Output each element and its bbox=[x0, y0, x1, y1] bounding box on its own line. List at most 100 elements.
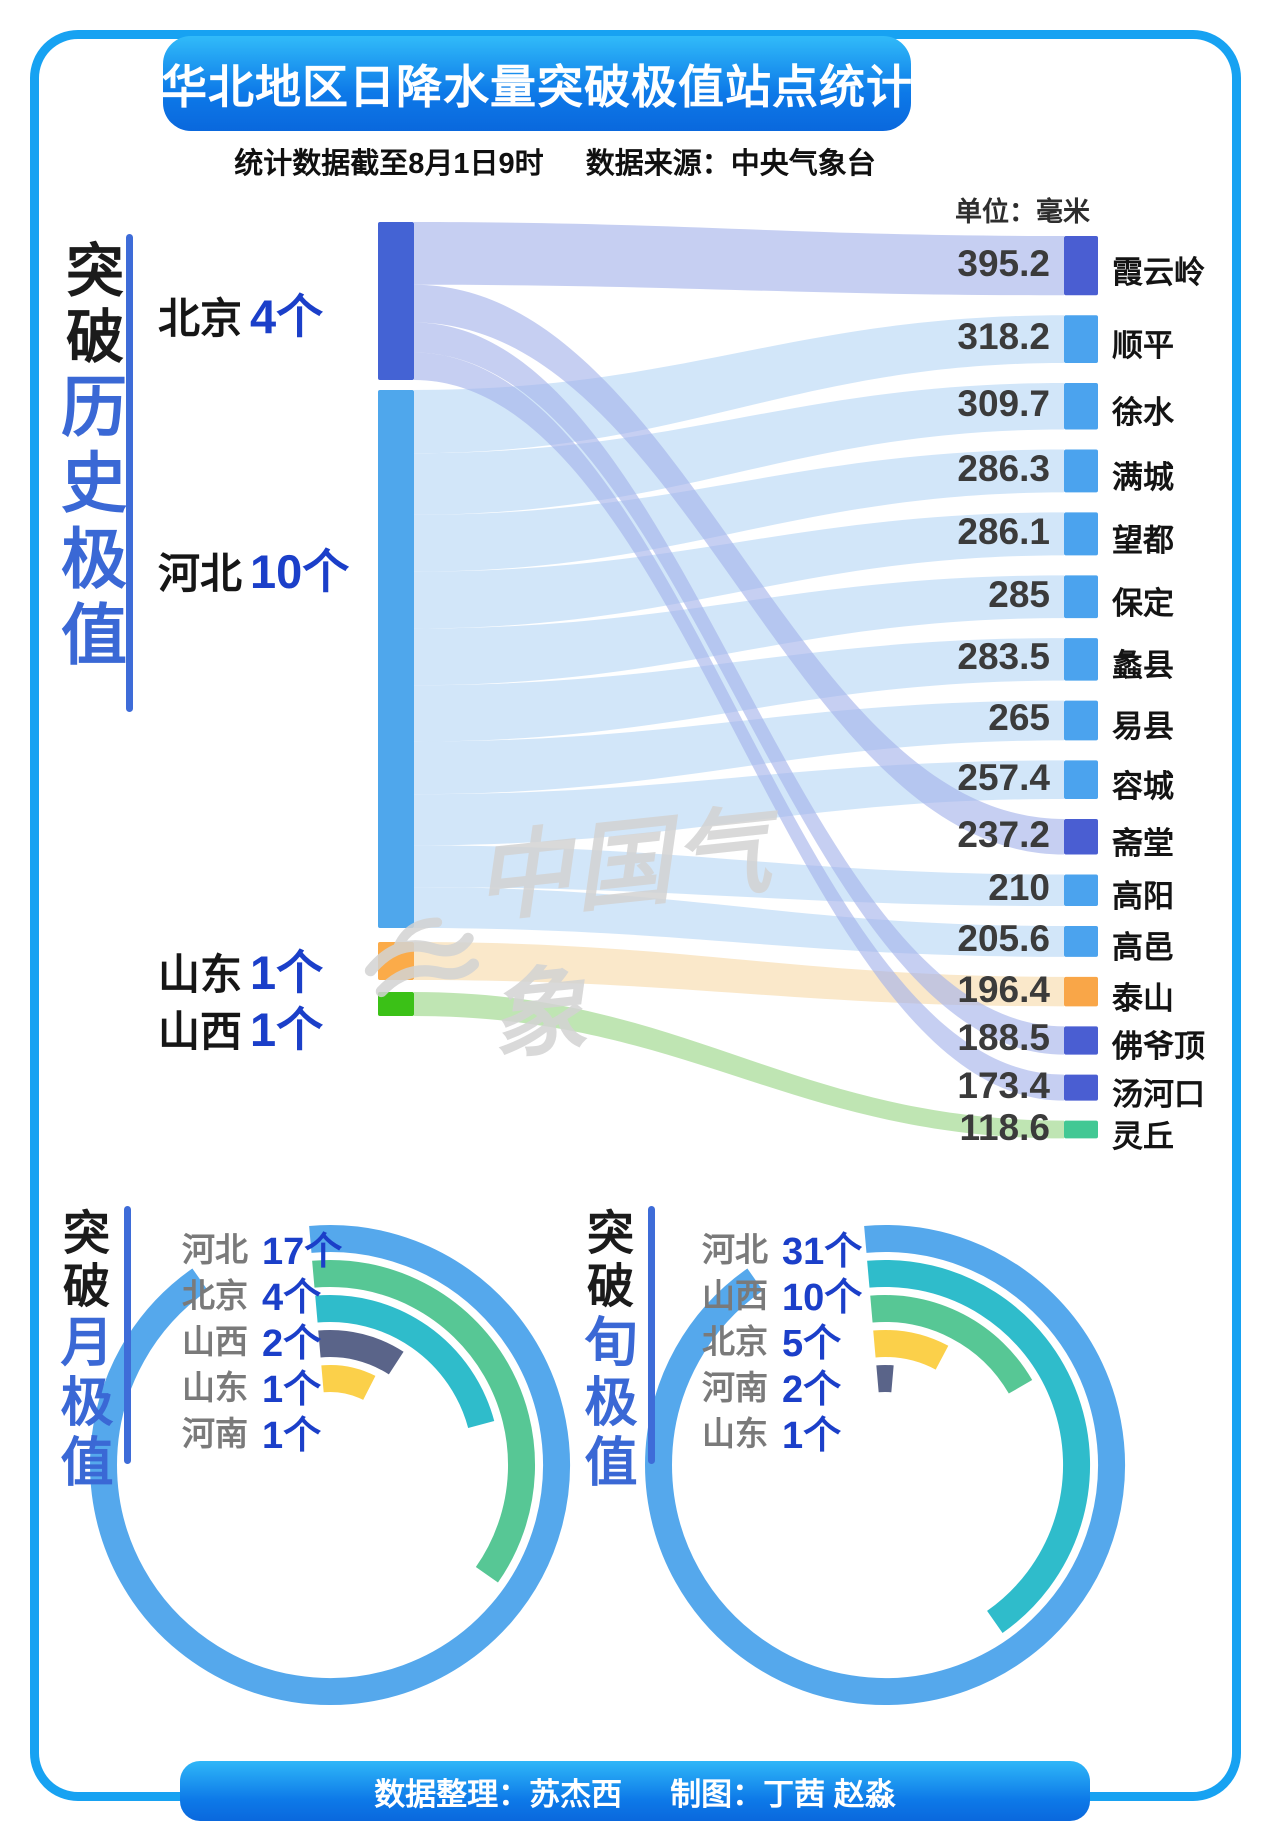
legend-count: 1个 bbox=[262, 1368, 322, 1411]
legend-row-山西: 山西 10个 bbox=[702, 1270, 862, 1319]
credit-data: 数据整理：苏杰西 bbox=[374, 1776, 623, 1812]
legend-count: 5个 bbox=[782, 1322, 842, 1365]
station-name: 灵丘 bbox=[1112, 1118, 1174, 1154]
station-node-高阳 bbox=[1064, 874, 1098, 907]
legend-count: 10个 bbox=[782, 1276, 863, 1319]
station-node-灵丘 bbox=[1064, 1120, 1098, 1139]
ring-河北 bbox=[90, 1225, 570, 1706]
legend-province: 河南 bbox=[702, 1369, 768, 1406]
station-name: 霞云岭 bbox=[1112, 254, 1205, 290]
source-label-河北: 河北 10个 bbox=[158, 533, 349, 602]
source-count: 4个 bbox=[250, 290, 324, 343]
legend-row-山西: 山西 2个 bbox=[182, 1316, 342, 1365]
station-name: 泰山 bbox=[1112, 980, 1174, 1016]
station-value: 283.5 bbox=[957, 636, 1050, 678]
station-value: 205.6 bbox=[957, 918, 1050, 960]
source-label-北京: 北京 4个 bbox=[158, 278, 323, 347]
watermark: 中国气象 bbox=[340, 796, 840, 1073]
station-node-蠡县 bbox=[1064, 638, 1098, 681]
source-label-山东: 山东 1个 bbox=[158, 934, 323, 1003]
flow-北京-汤河口 bbox=[414, 352, 1064, 1101]
tenday-title-prefix: 突破 bbox=[580, 1208, 633, 1314]
source-province: 山西 bbox=[158, 1008, 243, 1055]
flow-河北-易县 bbox=[414, 700, 1064, 795]
legend-row-山东: 山东 1个 bbox=[182, 1362, 342, 1411]
watermark-text: 中国气象 bbox=[469, 796, 780, 1073]
flow-北京-佛爷顶 bbox=[414, 322, 1064, 1055]
tenday-title-emphasis: 旬极值 bbox=[577, 1314, 636, 1494]
section-title-emphasis: 历史极值 bbox=[52, 372, 126, 676]
station-node-易县 bbox=[1064, 700, 1098, 741]
station-node-汤河口 bbox=[1064, 1074, 1098, 1101]
tenday-legend: 河北 31个 山西 10个 北京 5个 河南 2个 山东 1个 bbox=[702, 1224, 862, 1457]
flow-山西-灵丘 bbox=[414, 992, 1064, 1139]
station-name: 易县 bbox=[1112, 709, 1174, 745]
legend-count: 1个 bbox=[262, 1414, 322, 1457]
legend-row-河南: 河南 2个 bbox=[702, 1362, 862, 1411]
legend-count: 4个 bbox=[262, 1276, 322, 1319]
station-value: 285 bbox=[988, 573, 1050, 615]
legend-row-山东: 山东 1个 bbox=[702, 1408, 862, 1457]
section-divider-historical bbox=[126, 234, 133, 712]
footer-banner: 数据整理：苏杰西 制图：丁茜 赵淼 bbox=[180, 1761, 1090, 1821]
station-node-望都 bbox=[1064, 512, 1098, 556]
subtitle: 统计数据截至8月1日9时 数据来源：中央气象台 bbox=[140, 140, 970, 182]
legend-row-北京: 北京 4个 bbox=[182, 1270, 342, 1319]
monthly-title-emphasis: 月极值 bbox=[53, 1314, 112, 1494]
legend-province: 北京 bbox=[702, 1323, 768, 1360]
source-count: 1个 bbox=[250, 1003, 324, 1056]
station-value: 265 bbox=[988, 697, 1050, 739]
monthly-radial-chart bbox=[90, 1225, 570, 1706]
station-name: 徐水 bbox=[1112, 395, 1174, 431]
tenday-radial-chart bbox=[645, 1225, 1125, 1706]
station-value: 318.2 bbox=[957, 316, 1050, 358]
station-node-满城 bbox=[1064, 449, 1098, 493]
legend-count: 2个 bbox=[782, 1368, 842, 1411]
section-title-tenday: 突破旬极值 bbox=[577, 1208, 636, 1494]
station-name: 容城 bbox=[1112, 768, 1174, 804]
source-province: 北京 bbox=[158, 295, 243, 342]
station-value: 237.2 bbox=[957, 813, 1050, 855]
title-banner: 华北地区日降水量突破极值站点统计 bbox=[161, 36, 913, 131]
legend-province: 河北 bbox=[182, 1231, 248, 1268]
station-name: 汤河口 bbox=[1112, 1076, 1205, 1112]
legend-province: 河南 bbox=[182, 1415, 248, 1452]
flow-北京-霞云岭 bbox=[414, 222, 1064, 296]
flow-河北-徐水 bbox=[414, 383, 1064, 515]
station-node-霞云岭 bbox=[1064, 236, 1098, 296]
source-count: 10个 bbox=[250, 545, 350, 598]
station-node-保定 bbox=[1064, 575, 1098, 619]
legend-province: 山西 bbox=[702, 1277, 768, 1314]
subtitle-source: 数据来源：中央气象台 bbox=[585, 148, 876, 180]
station-value: 257.4 bbox=[957, 756, 1050, 798]
station-value: 188.5 bbox=[957, 1017, 1050, 1059]
legend-row-河北: 河北 17个 bbox=[182, 1224, 342, 1273]
source-node-北京 bbox=[378, 222, 414, 380]
legend-province: 河北 bbox=[702, 1231, 768, 1268]
source-province: 山东 bbox=[158, 951, 243, 998]
station-name: 望都 bbox=[1112, 522, 1174, 558]
source-province: 河北 bbox=[158, 550, 243, 597]
flow-河北-高阳 bbox=[414, 845, 1064, 907]
section-title-prefix: 突破 bbox=[57, 240, 122, 372]
station-name: 满城 bbox=[1112, 459, 1174, 495]
credit-chart: 制图：丁茜 赵淼 bbox=[670, 1776, 896, 1812]
ring-河南 bbox=[321, 1364, 376, 1401]
page-title: 华北地区日降水量突破极值站点统计 bbox=[161, 60, 913, 113]
section-divider-tenday bbox=[648, 1206, 655, 1464]
ring-北京 bbox=[312, 1260, 536, 1583]
legend-row-河北: 河北 31个 bbox=[702, 1224, 862, 1273]
legend-count: 1个 bbox=[782, 1414, 842, 1457]
legend-province: 山东 bbox=[182, 1369, 248, 1406]
ring-北京 bbox=[870, 1295, 1033, 1394]
flow-河北-保定 bbox=[414, 575, 1064, 686]
station-value: 286.1 bbox=[957, 510, 1050, 552]
legend-count: 31个 bbox=[782, 1230, 863, 1273]
monthly-legend: 河北 17个 北京 4个 山西 2个山东 1个 河南 1个 bbox=[182, 1224, 342, 1457]
legend-row-河南: 河南 1个 bbox=[182, 1408, 342, 1457]
cma-logo-icon bbox=[364, 917, 480, 998]
flow-北京-斋堂 bbox=[414, 284, 1064, 855]
station-value: 210 bbox=[988, 867, 1050, 909]
